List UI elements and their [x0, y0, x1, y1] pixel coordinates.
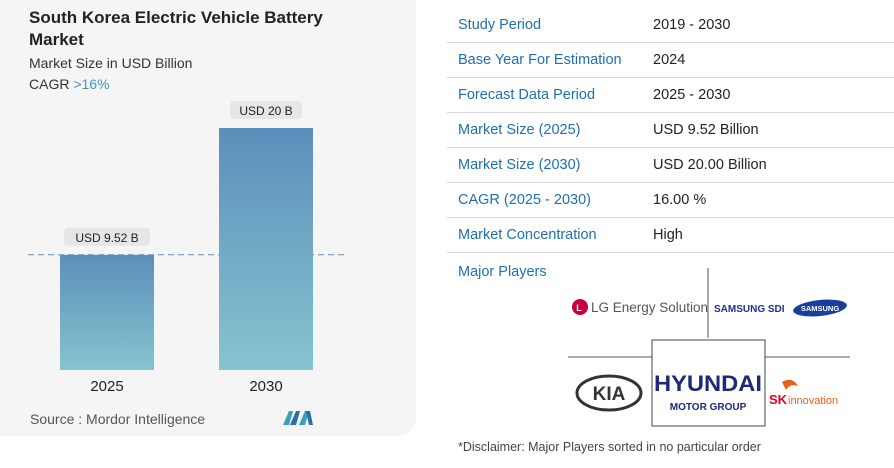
table-row: Forecast Data Period 2025 - 2030 — [447, 78, 894, 113]
data-label-bg — [230, 101, 302, 119]
table-row: Study Period 2019 - 2030 — [447, 8, 894, 43]
chart-subtitle: Market Size in USD Billion — [29, 55, 193, 71]
table-row-value: 2019 - 2030 — [653, 17, 731, 33]
bar-2030 — [219, 128, 313, 370]
data-label: USD 20 B — [239, 104, 292, 118]
table-row: Market Concentration High — [447, 218, 894, 253]
x-tick-label: 2025 — [90, 378, 123, 395]
table-row-value: 16.00 % — [653, 192, 707, 208]
table-row: Market Size (2025) USD 9.52 Billion — [447, 113, 894, 148]
table-row: CAGR (2025 - 2030) 16.00 % — [447, 183, 894, 218]
kia-logo: KIA — [575, 374, 643, 412]
cagr-label: CAGR >16% — [29, 76, 110, 92]
chart-title: South Korea Electric Vehicle Battery Mar… — [29, 8, 323, 49]
table-row-key: Forecast Data Period — [458, 87, 596, 103]
table-row-value: USD 20.00 Billion — [653, 157, 767, 173]
table-row-key: CAGR (2025 - 2030) — [458, 192, 591, 208]
table-row-key: Study Period — [458, 17, 542, 33]
table-row-value: High — [653, 227, 683, 243]
x-tick-label: 2030 — [249, 378, 282, 395]
kia-logo-text: KIA — [593, 384, 626, 405]
table-row-key: Market Concentration — [458, 227, 597, 243]
samsung-logo-text: SAMSUNG — [801, 304, 840, 313]
samsung-sdi-logo: SAMSUNG SDI — [714, 304, 785, 315]
source-note: Source : Mordor Intelligence — [30, 411, 206, 427]
cagr-value: >16% — [73, 76, 110, 92]
lg-logo-text: LG Energy Solution — [591, 300, 708, 315]
cagr-prefix: CAGR — [29, 76, 70, 92]
table-row-key: Market Size (2030) — [458, 157, 581, 173]
table-row-key: Base Year For Estimation — [458, 52, 622, 68]
table-row: Market Size (2030) USD 20.00 Billion — [447, 148, 894, 183]
sk-innovation-logo: SK innovation — [769, 379, 838, 407]
hyundai-logo: HYUNDAI — [654, 371, 762, 396]
samsung-logo: SAMSUNG — [793, 299, 847, 317]
major-players-title: Major Players — [458, 264, 547, 280]
sk-logo-sub: innovation — [788, 395, 838, 407]
table-row: Base Year For Estimation 2024 — [447, 43, 894, 78]
market-table: Study Period 2019 - 2030 Base Year For Est… — [447, 8, 894, 253]
table-row-value: USD 9.52 Billion — [653, 122, 759, 138]
bar-2025 — [60, 254, 154, 370]
table-row-value: 2024 — [653, 52, 686, 68]
svg-text:L: L — [576, 303, 582, 313]
hyundai-logo-sub: MOTOR GROUP — [670, 402, 747, 413]
mordor-logo-icon — [283, 411, 313, 425]
disclaimer: *Disclaimer: Major Players sorted in no … — [458, 440, 761, 454]
lg-energy-solution-logo: L LG Energy Solution — [572, 299, 708, 315]
data-label: USD 9.52 B — [75, 231, 138, 245]
major-players-logos: L LG Energy Solution SAMSUNG SDI SAMSUNG… — [568, 268, 850, 427]
sk-logo-text: SK — [769, 392, 788, 407]
data-label-bg — [64, 227, 150, 246]
table-row-value: 2025 - 2030 — [653, 87, 731, 103]
bar-chart: USD 9.52 B 2025 USD 20 B 2030 — [28, 101, 348, 395]
table-row-key: Market Size (2025) — [458, 122, 581, 138]
